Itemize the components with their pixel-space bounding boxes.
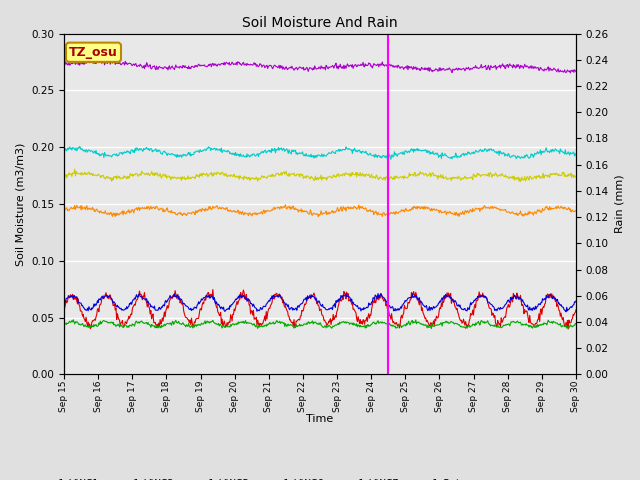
Title: Soil Moisture And Rain: Soil Moisture And Rain <box>242 16 398 30</box>
X-axis label: Time: Time <box>307 414 333 423</box>
Legend: sp1_VWC1, sp1_VWC2, sp1_VWC3, sp1_VWC4, sp1_VWC5, sp1_VWC6, sp1_VWC7, sp1_Rain: sp1_VWC1, sp1_VWC2, sp1_VWC3, sp1_VWC4, … <box>28 475 470 480</box>
Text: TZ_osu: TZ_osu <box>69 46 118 59</box>
Y-axis label: Rain (mm): Rain (mm) <box>614 175 625 233</box>
Y-axis label: Soil Moisture (m3/m3): Soil Moisture (m3/m3) <box>15 142 26 266</box>
